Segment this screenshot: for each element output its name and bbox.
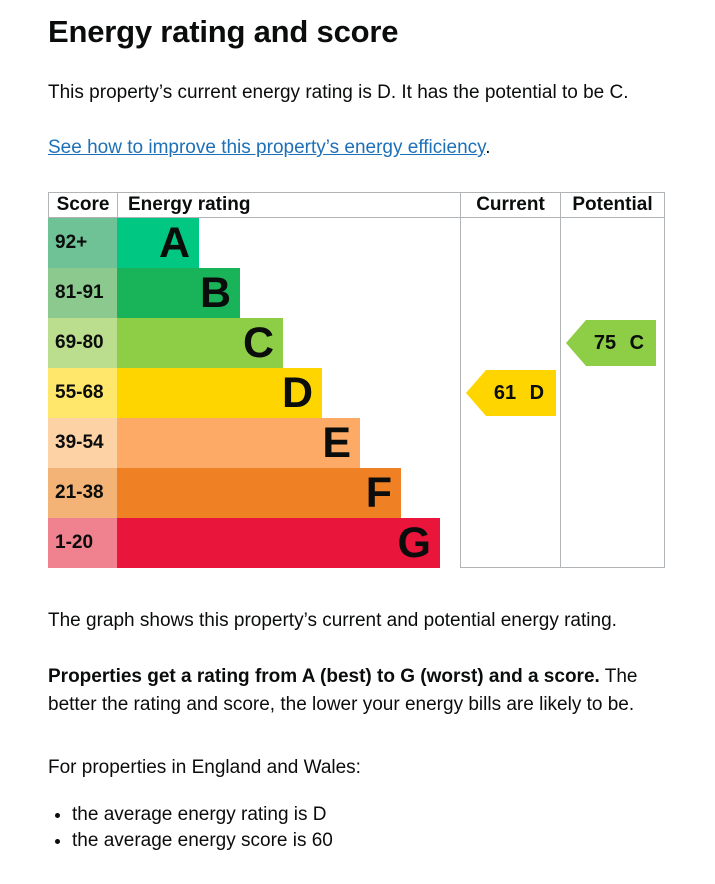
band-row-d: 55-68 D [48,368,665,418]
band-score-range: 81-91 [48,268,117,318]
band-letter: B [199,269,231,317]
rating-explanation: Properties get a rating from A (best) to… [48,663,667,719]
intro-text: This property’s current energy rating is… [48,82,629,103]
band-bar-b: B [117,268,240,318]
potential-rating-arrow: 75 C [566,320,656,366]
band-letter: G [397,519,431,567]
band-row-g: 1-20 G [48,518,665,568]
energy-rating-chart: Score Energy rating Current Potential 92… [48,192,665,568]
band-score-range: 55-68 [48,368,117,418]
band-bar-a: A [117,218,199,268]
band-row-e: 39-54 E [48,418,665,468]
column-header-potential: Potential [561,193,665,217]
band-bar-f: F [117,468,401,518]
current-column: 61 D [460,218,560,568]
band-bar-g: G [117,518,440,568]
epc-band-rows: 92+ A 81-91 B 69-80 C 55-68 D 39-54 E 21-38 F 1-20 G … [48,218,665,568]
average-bullet: the average energy rating is D [72,802,667,828]
band-score-range: 1-20 [48,518,117,568]
chart-caption: The graph shows this property’s current … [48,610,617,631]
region-heading: For properties in England and Wales: [48,757,361,778]
current-rating-arrow: 61 D [466,370,556,416]
rating-explanation-bold: Properties get a rating from A (best) to… [48,666,600,687]
averages-list: the average energy rating is Dthe averag… [48,802,667,854]
improve-energy-efficiency-link[interactable]: See how to improve this property’s energ… [48,137,486,158]
band-row-c: 69-80 C [48,318,665,368]
band-letter: D [281,369,313,417]
page-title: Energy rating and score [48,14,399,49]
band-bar-e: E [117,418,360,468]
column-header-energy-rating: Energy rating [118,193,461,217]
band-bar-d: D [117,368,322,418]
improve-link-line: See how to improve this property’s energ… [48,135,667,160]
band-score-range: 21-38 [48,468,117,518]
average-bullet: the average energy score is 60 [72,828,667,854]
rating-explanation-rest: The better the rating and score, the low… [48,666,638,715]
band-letter: E [322,419,351,467]
column-header-score: Score [49,193,118,217]
band-row-f: 21-38 F [48,468,665,518]
band-score-range: 92+ [48,218,117,268]
band-letter: C [242,319,274,367]
band-score-range: 39-54 [48,418,117,468]
chart-header-row: Score Energy rating Current Potential [48,192,665,218]
band-score-range: 69-80 [48,318,117,368]
potential-column: 75 C [560,218,665,568]
improve-link-suffix: . [485,137,491,158]
band-row-a: 92+ A [48,218,665,268]
band-letter: A [158,219,190,267]
band-row-b: 81-91 B [48,268,665,318]
column-header-current: Current [461,193,561,217]
band-bar-c: C [117,318,283,368]
band-letter: F [365,469,392,517]
